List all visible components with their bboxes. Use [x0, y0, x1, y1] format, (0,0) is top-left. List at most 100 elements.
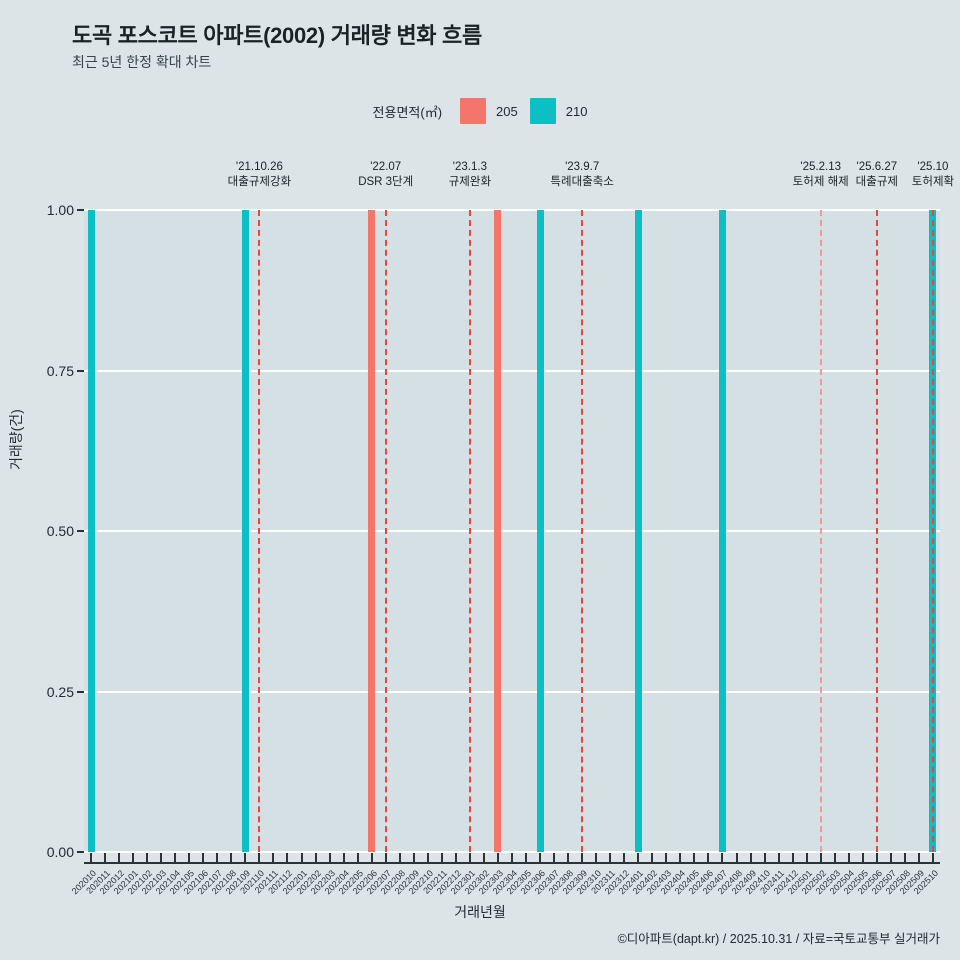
chart-legend: 전용면적(㎡) 205 210 [0, 98, 960, 124]
y-tick-mark [77, 690, 84, 693]
y-axis-title: 거래량(건) [8, 409, 24, 470]
x-tick [525, 853, 528, 863]
y-tick-mark [77, 851, 84, 853]
x-tick [370, 853, 373, 863]
annotation-date: '25.6.27 [856, 161, 898, 173]
x-tick [412, 853, 415, 863]
x-tick [342, 853, 345, 863]
legend-title: 전용면적(㎡) [372, 104, 443, 120]
annotation-202110: '21.10.26 대출규제강화 [199, 160, 319, 190]
gridline [84, 851, 940, 853]
x-tick [356, 853, 359, 863]
legend-item-205[interactable]: 205 [460, 98, 518, 124]
x-tick [244, 853, 247, 863]
x-tick [188, 853, 191, 863]
x-tick [721, 853, 724, 863]
x-tick [931, 853, 934, 863]
annotation-label: 규제완화 [448, 176, 492, 188]
x-tick [104, 853, 107, 863]
x-tick [847, 853, 850, 863]
x-tick [609, 853, 612, 863]
x-tick [903, 853, 906, 863]
y-tick-label: 0.75 [46, 362, 74, 379]
x-tick [132, 853, 135, 863]
x-tick [216, 853, 219, 863]
x-tick [679, 853, 682, 863]
x-tick [707, 853, 710, 863]
bar-210-202306[interactable] [536, 210, 544, 852]
x-axis-title: 거래년월 [454, 904, 506, 920]
event-line-202309 [581, 210, 584, 852]
x-tick [861, 853, 864, 863]
plot-area [84, 209, 940, 853]
x-tick [468, 853, 471, 863]
x-tick [426, 853, 429, 863]
bar-210-202010[interactable] [87, 210, 95, 852]
x-tick [637, 853, 640, 863]
x-tick [651, 853, 654, 863]
x-tick [805, 853, 808, 863]
annotation-label: DSR 3단계 [358, 176, 414, 188]
bar-205-202206[interactable] [368, 210, 376, 852]
annotation-label: 대출규제강화 [227, 176, 292, 188]
annotation-202510: '25.10 토허제확 [873, 160, 960, 190]
x-tick [118, 853, 121, 863]
gridline [84, 690, 940, 693]
x-tick [665, 853, 668, 863]
x-tick [286, 853, 289, 863]
x-tick [328, 853, 331, 863]
annotation-202207: '22.07 DSR 3단계 [326, 160, 446, 190]
x-tick [90, 853, 93, 863]
x-tick [258, 853, 261, 863]
y-tick-mark [77, 369, 84, 372]
annotation-date: '21.10.26 [235, 161, 283, 173]
x-tick [777, 853, 780, 863]
bar-210-202109[interactable] [241, 210, 249, 852]
annotation-date: '25.10 [917, 161, 949, 173]
y-tick-label: 0.00 [46, 844, 74, 860]
annotation-date: '22.07 [370, 161, 402, 173]
x-tick [539, 853, 542, 863]
bar-210-202401[interactable] [634, 210, 642, 852]
x-tick [454, 853, 457, 863]
legend-item-210[interactable]: 210 [529, 98, 588, 124]
y-tick-mark [77, 209, 84, 211]
x-tick [581, 853, 584, 863]
x-tick [693, 853, 696, 863]
gridline [84, 209, 940, 211]
x-tick [819, 853, 822, 863]
x-tick [833, 853, 836, 863]
annotation-label: 대출규제 [855, 176, 898, 188]
event-line-202207 [384, 210, 387, 852]
gridline [84, 369, 940, 372]
x-tick [314, 853, 317, 863]
x-axis-line [84, 862, 940, 864]
footer-credit: ©디아파트(dapt.kr) / 2025.10.31 / 자료=국토교통부 실… [617, 932, 940, 946]
x-tick [230, 853, 233, 863]
x-axis-ticks [84, 853, 940, 863]
annotation-label: 토허제확 [911, 176, 955, 188]
event-line-202502 [819, 210, 822, 852]
x-tick [384, 853, 387, 863]
x-tick [567, 853, 570, 863]
annotation-label: 특례대출축소 [550, 176, 614, 188]
y-tick-label: 0.25 [46, 683, 74, 700]
annotation-date: '23.1.3 [452, 161, 487, 173]
x-tick [160, 853, 163, 863]
x-tick [511, 853, 513, 863]
event-line-202301 [468, 210, 471, 852]
y-tick-mark [77, 530, 84, 532]
page-title: 도곡 포스코트 아파트(2002) 거래량 변화 흐름 [72, 23, 482, 48]
x-tick [440, 853, 443, 863]
x-tick [146, 853, 149, 863]
x-tick [917, 853, 920, 863]
x-tick [889, 853, 892, 863]
bar-210-202407[interactable] [718, 210, 726, 852]
bar-205-202303[interactable] [494, 210, 502, 852]
legend-swatch-205 [460, 98, 487, 124]
annotation-label: 토허제 해제 [792, 176, 849, 188]
annotation-202506: '25.6.27 대출규제 [817, 160, 937, 190]
x-tick [791, 853, 794, 863]
legend-label-210: 210 [565, 103, 588, 119]
legend-swatch-210 [529, 98, 556, 124]
